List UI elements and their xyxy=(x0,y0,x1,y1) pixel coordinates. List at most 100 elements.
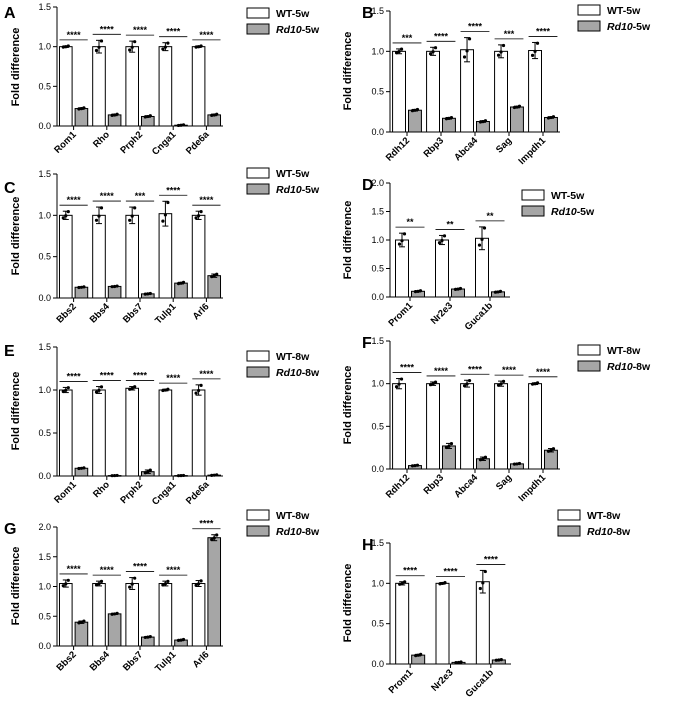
bar-wt-abca4 xyxy=(460,383,474,470)
data-point xyxy=(133,576,137,580)
data-point xyxy=(97,214,101,218)
legend-swatch-wt xyxy=(577,4,601,16)
y-tick-label: 1.5 xyxy=(371,336,384,346)
data-point xyxy=(179,123,183,127)
data-point xyxy=(499,382,503,386)
bar-wt-arl6 xyxy=(191,214,206,299)
significance-label: ** xyxy=(446,219,454,229)
data-point xyxy=(447,444,451,448)
data-point xyxy=(66,44,70,48)
data-point xyxy=(478,458,483,462)
bar-rd10-impdh1 xyxy=(544,116,558,133)
data-point xyxy=(215,473,219,477)
category-label-arl6: Arl6 xyxy=(191,649,212,670)
data-point xyxy=(82,466,86,470)
bar-rd10-sag xyxy=(510,106,524,133)
legend-swatch-wt xyxy=(246,167,270,179)
y-axis-title: Fold difference xyxy=(342,32,354,111)
significance-label: **** xyxy=(434,31,449,41)
data-point xyxy=(437,241,442,245)
significance-label: **** xyxy=(166,373,181,383)
data-point xyxy=(146,635,150,639)
significance-label: **** xyxy=(166,565,181,575)
data-point xyxy=(146,470,150,474)
bar-wt-pde6a xyxy=(191,389,206,477)
data-point xyxy=(212,113,216,117)
y-tick-label: 2.0 xyxy=(38,522,51,532)
data-point xyxy=(447,116,451,120)
significance-label: **** xyxy=(536,367,551,377)
y-tick-label: 0.5 xyxy=(38,428,51,438)
y-tick-label: 0.0 xyxy=(38,471,51,481)
bar-wt-rom1 xyxy=(58,389,73,477)
category-label-abca4: Abca4 xyxy=(452,135,480,163)
data-point xyxy=(163,213,167,217)
category-label-impdh1: Impdh1 xyxy=(516,135,548,167)
data-point xyxy=(79,285,84,289)
data-point xyxy=(64,45,68,49)
data-point xyxy=(210,275,214,279)
panel-letter: G xyxy=(4,521,16,538)
panel-E: E Fold difference 0.0 0.5 1.0 1.5 Rom1 **** Rho *… xyxy=(4,342,320,508)
panel-letter: H xyxy=(362,537,374,554)
data-point xyxy=(496,53,501,57)
data-point xyxy=(94,390,99,394)
panel-H: H Fold difference 0.0 0.5 1.0 1.5 Prom1 **** Nr2… xyxy=(342,509,631,700)
data-point xyxy=(403,580,407,584)
legend-label-wt: WT-5w xyxy=(276,168,310,180)
data-point xyxy=(194,583,198,587)
legend-swatch-rd10 xyxy=(246,183,270,195)
data-point xyxy=(482,226,487,230)
data-point xyxy=(399,47,404,51)
data-point xyxy=(465,382,469,386)
y-tick-label: 0.0 xyxy=(371,464,384,474)
data-point xyxy=(166,200,170,205)
category-label-abca4: Abca4 xyxy=(452,472,480,500)
bar-wt-cnga1 xyxy=(158,389,173,477)
data-point xyxy=(501,379,506,383)
data-point xyxy=(148,634,152,639)
y-tick-label: 0.5 xyxy=(371,87,384,97)
y-tick-label: 0.5 xyxy=(371,421,384,431)
data-point xyxy=(128,48,132,52)
significance-label: **** xyxy=(100,371,115,381)
data-point xyxy=(61,389,65,394)
data-point xyxy=(99,385,104,389)
data-point xyxy=(397,242,402,246)
bar-wt-bbs2 xyxy=(58,583,73,647)
legend-swatch-rd10 xyxy=(246,23,270,35)
data-point xyxy=(128,387,132,391)
data-point xyxy=(176,638,181,643)
significance-label: **** xyxy=(434,366,449,376)
data-point xyxy=(415,463,420,467)
data-point xyxy=(212,473,216,477)
data-point xyxy=(210,537,214,542)
bar-wt-guca1b xyxy=(475,581,490,665)
data-point xyxy=(449,115,454,120)
legend-swatch-rd10 xyxy=(246,366,270,378)
legend-swatch-rd10 xyxy=(246,525,270,537)
panel-F: F Fold difference 0.0 0.5 1.0 1.5 Rdh12 **** Rbp… xyxy=(342,335,651,504)
data-point xyxy=(199,579,203,583)
data-point xyxy=(179,281,183,285)
significance-label: **** xyxy=(67,30,82,40)
data-point xyxy=(483,119,488,123)
data-point xyxy=(546,116,551,120)
data-point xyxy=(94,218,99,222)
data-point xyxy=(143,292,147,296)
data-point xyxy=(416,653,420,657)
data-point xyxy=(82,619,86,623)
data-point xyxy=(483,569,487,574)
significance-label: **** xyxy=(133,25,148,35)
data-point xyxy=(97,388,101,392)
legend-label-wt: WT-5w xyxy=(607,5,641,17)
legend-swatch-wt xyxy=(246,509,270,521)
data-point xyxy=(419,652,423,657)
data-point xyxy=(440,581,445,586)
data-point xyxy=(194,45,198,49)
y-tick-label: 0.0 xyxy=(371,292,384,302)
data-point xyxy=(456,660,461,665)
data-point xyxy=(61,584,65,588)
data-point xyxy=(82,285,86,289)
data-point xyxy=(413,108,417,112)
